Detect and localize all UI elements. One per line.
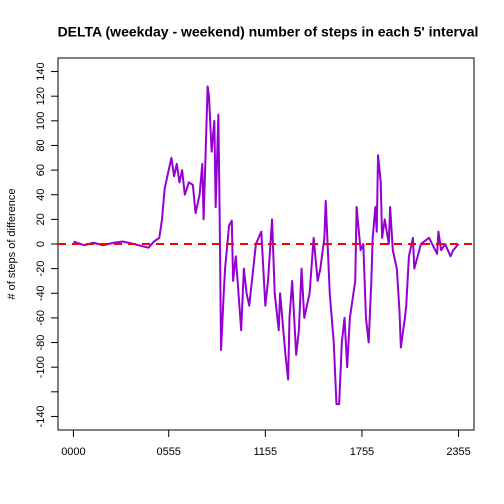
y-tick-label: -80 (35, 335, 47, 351)
y-tick-label: 20 (35, 213, 47, 225)
data-line (73, 85, 460, 406)
y-tick-label: 0 (35, 241, 47, 247)
y-tick-label: -60 (35, 310, 47, 326)
y-tick-label: -20 (35, 261, 47, 277)
x-tick-label: 2355 (446, 446, 470, 458)
y-axis-label: # of steps of difference (6, 188, 18, 299)
x-tick-label: 0000 (61, 446, 85, 458)
x-tick-label: 1155 (254, 446, 278, 458)
y-tick-label: 120 (35, 87, 47, 105)
y-tick-label: 60 (35, 164, 47, 176)
y-tick-label: 140 (35, 62, 47, 80)
y-tick-label: 100 (35, 112, 47, 130)
x-tick-label: 0555 (156, 446, 180, 458)
y-tick-label: 40 (35, 189, 47, 201)
y-tick-label: -140 (35, 405, 47, 427)
y-tick-label: -100 (35, 356, 47, 378)
chart-title: DELTA (weekday - weekend) number of step… (58, 24, 479, 40)
y-tick-label: 80 (35, 139, 47, 151)
x-tick-label: 1755 (350, 446, 374, 458)
y-tick-label: -40 (35, 285, 47, 301)
